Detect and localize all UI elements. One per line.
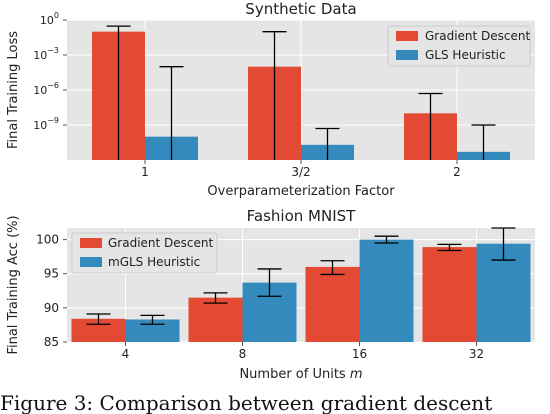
y-tick-label-base: 10 [33,84,47,97]
legend-label-gradient-descent: Gradient Descent [425,29,531,43]
legend-box-synthetic [387,25,531,67]
y-tick-label: 100 [36,233,59,247]
error-bars-fashion [86,227,516,325]
y-tick-label: 100 [40,11,59,27]
x-tick-label: 8 [239,347,247,361]
x-axis-label-fashion: Number of Units m [239,367,362,382]
bar-gradient-descent-4 [71,318,126,342]
bar-gradient-descent-8 [188,297,243,342]
y-tick-label-base: 10 [33,119,47,132]
chart-title-fashion: Fashion MNIST [247,207,356,225]
y-tick-label-base: 10 [33,49,47,62]
y-tick-label: 10−3 [33,46,59,62]
legend-label-gls-heuristic: GLS Heuristic [425,48,506,62]
x-ticks-synthetic: 1 3/2 2 [141,160,461,179]
legend-swatch-mgls-heuristic [80,257,102,267]
y-tick-label: 10−6 [33,81,59,97]
legend-swatch-gls-heuristic [396,50,418,60]
y-tick-label-exponent: −9 [47,116,59,125]
y-tick-label-base: 10 [40,14,54,27]
x-tick-label: 1 [141,165,149,179]
y-tick-label: 90 [44,301,59,315]
y-axis-label-fashion: Final Training Acc (%) [6,215,21,354]
x-axis-label-fashion-symbol: m [350,367,363,382]
x-axis-label-synthetic: Overparameterization Factor [207,184,395,199]
legend-box-fashion [71,232,218,274]
y-tick-label: 85 [44,335,59,349]
error-bars-synthetic [106,25,496,160]
legend-label-gradient-descent-fashion: Gradient Descent [108,236,214,250]
y-tick-label-exponent: 0 [54,11,59,20]
x-axis-label-fashion-text: Number of Units [239,367,345,382]
x-tick-label: 2 [453,165,461,179]
x-ticks-fashion: 4 8 16 32 [122,342,484,361]
x-tick-label: 4 [122,347,130,361]
y-tick-label: 10−9 [33,116,59,132]
x-tick-label: 16 [352,347,367,361]
y-ticks-fashion: 85 90 95 100 [36,233,67,349]
chart-fashion-mnist: 85 90 95 100 4 8 16 32 Fashion MNIST Number of… [6,207,535,382]
legend-swatch-gradient-descent [396,31,418,41]
legend-fashion: Gradient Descent mGLS Heuristic [71,232,218,274]
y-axis-label-synthetic: Final Training Loss [6,31,21,149]
figure-caption: Figure 3: Comparison between gradient de… [0,392,493,414]
chart-title-synthetic: Synthetic Data [245,0,356,18]
bars-fashion [71,239,531,342]
y-tick-label: 95 [44,267,59,281]
y-tick-label-exponent: −3 [47,46,59,55]
bar-mgls-heuristic-4 [125,319,180,342]
bar-mgls-heuristic-16 [359,239,414,342]
legend-swatch-gradient-descent-fashion [80,238,102,248]
x-tick-label: 32 [469,347,484,361]
y-tick-label-exponent: −6 [47,81,59,90]
legend-label-mgls-heuristic: mGLS Heuristic [108,255,200,269]
legend-synthetic: Gradient Descent GLS Heuristic [387,25,531,67]
bar-gradient-descent-16 [305,266,360,342]
x-tick-label: 3/2 [291,165,310,179]
bar-gradient-descent-32 [422,247,477,342]
